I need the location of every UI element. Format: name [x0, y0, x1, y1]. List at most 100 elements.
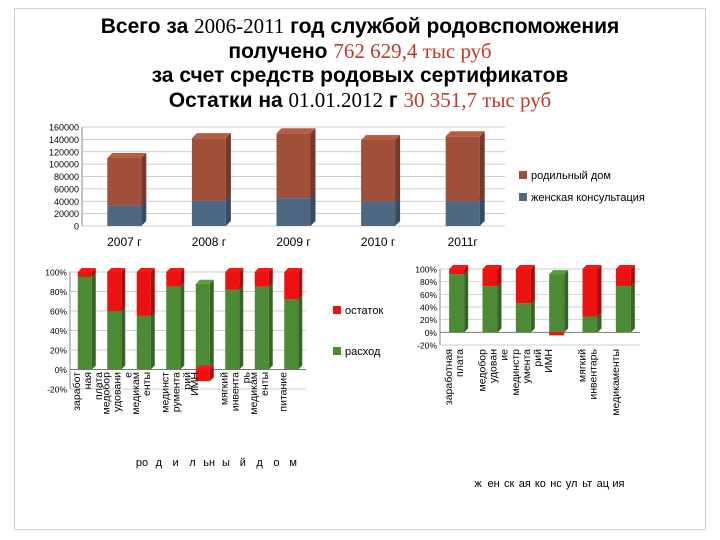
chart2-x-label: медикам [248, 372, 260, 415]
chart3-x-label: заработная [443, 349, 455, 405]
chart1-y-tick-label: 60000 [54, 184, 79, 194]
chart2-bar-ostatok-side [209, 365, 214, 382]
chart2-x-label-row2: о [273, 457, 279, 469]
chart1-bar-zhk-side [225, 195, 231, 226]
chart2-x-label-row2: ьн [203, 457, 215, 469]
chart2-bar-ostatok-side [298, 268, 303, 300]
chart2-x-label-row2: й [240, 457, 246, 469]
chart2-legend-swatch-rashod [333, 347, 341, 355]
chart2-bar-ostatok-top [254, 268, 273, 272]
chart3-x-label: медобор [477, 349, 489, 392]
chart3-bar-rashod-side [597, 312, 602, 333]
chart3-bar-ostatok-top [515, 265, 535, 269]
chart2-x-label: рий [181, 372, 193, 390]
chart2-bar-rashod [107, 311, 122, 370]
chart2-x-label: мединст [159, 372, 171, 413]
chart1-x-label: 2008 г [192, 235, 227, 249]
chart3-x-label: плата [454, 349, 466, 377]
chart2-bar-ostatok [284, 272, 299, 300]
chart2-x-label-row2: л [189, 457, 195, 469]
slide-frame [14, 8, 706, 530]
chart2-x-label: плата [93, 372, 105, 400]
chart3-y-tick-label: 20% [420, 315, 437, 325]
chart2-bar-rashod-side [239, 285, 244, 370]
chart2-x-label: мягкий [218, 372, 230, 405]
chart2-bar-ostatok-top [225, 268, 244, 272]
chart2-x-label-row2: м [289, 457, 297, 469]
chart2-bar-rashod-side [180, 282, 185, 370]
chart2-bar-ostatok [225, 272, 240, 290]
chart2-x-label: ИМН [189, 372, 201, 396]
chart1-bar-rd [276, 133, 311, 199]
chart2-legend-swatch-ostatok [333, 306, 341, 314]
chart3-bar-ostatok-top [449, 265, 469, 269]
slide-title: Всего за 2006-2011 год службой родовспом… [40, 14, 680, 113]
chart2-bar-ostatok [254, 272, 269, 287]
chart2-x-label-row2: ы [222, 457, 230, 469]
chart1-bar-zhk [191, 200, 226, 226]
chart2-bar-ostatok [77, 272, 92, 277]
chart1-legend-swatch-zhk [519, 193, 527, 201]
chart2-bar-rashod [77, 276, 92, 370]
chart3-x-label-row2: ьт [582, 478, 592, 490]
chart3-y-tick-label: -20% [417, 341, 437, 351]
chart3-y-tick-label: 0% [425, 328, 438, 338]
chart2-bar-ostatok-top [107, 268, 126, 272]
chart2-y-tick-label: 20% [50, 346, 67, 356]
chart1-bar-zhk [107, 205, 142, 226]
chart2-bar-ostatok [107, 272, 122, 311]
chart2-x-label: ная [82, 372, 94, 389]
chart1-y-tick-label: 80000 [54, 172, 79, 182]
chart1-x-label: 2011г [448, 235, 479, 249]
chart1-bar-zhk-side [395, 196, 401, 226]
chart1-bar-rd [361, 139, 396, 202]
chart2-x-label: медикам [130, 372, 142, 415]
chart2-x-label-row2: д [256, 457, 263, 469]
chart2-legend-label-ostatok: остаток [345, 305, 383, 317]
chart2-y-tick-label: 80% [50, 287, 67, 297]
chart3-bar-ostatok-top [482, 265, 502, 269]
chart3-x-label: удован [488, 349, 500, 383]
chart3-bar-ostatok-top [582, 265, 602, 269]
chart1-bar-rd-top [445, 131, 485, 137]
chart2-x-label: е [122, 372, 134, 378]
chart1-legend-label-zhk: женская консультация [531, 192, 645, 204]
chart3-y-tick-label: 60% [420, 290, 437, 300]
chart3-y-tick-label: 100% [415, 265, 437, 275]
chart3-x-label-row2: ац [597, 478, 610, 490]
chart3-bar-ostatok [449, 269, 465, 275]
chart2-bar-ostatok-top [195, 365, 214, 370]
chart3-bar-rashod-side [464, 270, 469, 333]
chart2-x-label: медобор [100, 372, 112, 415]
chart1-y-tick-label: 0 [74, 222, 79, 232]
chart1-bar-zhk [445, 201, 480, 226]
chart3-x-label: инвентарь [588, 348, 600, 399]
chart2-bar-ostatok [195, 369, 210, 382]
chart3-bar-ostatok [482, 269, 498, 287]
chart2-x-label: заработ [71, 372, 83, 411]
chart1-bar-rd-side [225, 133, 231, 201]
chart1-y-tick-label: 40000 [54, 197, 79, 207]
title-line-2: получено 762 629,4 тыс руб [228, 39, 492, 63]
chart3-x-label-row2: ая [519, 478, 531, 490]
title-line-3: за счет средств родовых сертификатов [151, 64, 569, 87]
chart1-bar-rd-side [395, 134, 401, 202]
chart2-bar-rashod-top [195, 279, 214, 284]
chart3-bar-ostatok-side [630, 265, 635, 287]
chart2-bar-ostatok-top [77, 268, 96, 272]
chart2-bar-ostatok-top [136, 268, 155, 272]
chart1-bar-rd [191, 138, 226, 201]
chart3-bar-rashod [515, 303, 531, 333]
title-line-1: Всего за 2006-2011 год службой родовспом… [100, 14, 620, 38]
chart1-y-tick-label: 160000 [49, 123, 79, 133]
chart2-bar-rashod [166, 286, 181, 370]
chart3-bar-ostatok-side [464, 265, 469, 275]
chart1-bar-rd [445, 136, 480, 202]
chart2-x-label: удовани [111, 372, 123, 412]
chart2-y-tick-label: 0% [55, 365, 68, 375]
chart1-y-tick-label: 140000 [49, 135, 79, 145]
chart3-x-label-row2: ск [504, 478, 515, 490]
chart1-y-tick-label: 100000 [49, 160, 79, 170]
chart1-bar-rd [107, 157, 142, 206]
